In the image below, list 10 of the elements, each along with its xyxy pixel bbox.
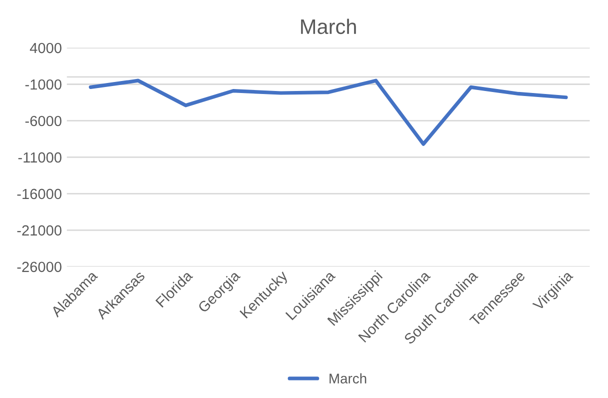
chart-title: March	[301, 18, 356, 34]
y-tick-label: -16000	[17, 188, 62, 200]
y-tick-label: 4000	[30, 42, 62, 54]
y-tick-label: -26000	[17, 262, 62, 272]
y-tick-label: -6000	[25, 116, 62, 126]
y-tick-label: -1000	[25, 79, 62, 90]
line-series	[88, 78, 568, 146]
legend-label: March	[330, 373, 366, 384]
y-tick-label: -21000	[17, 225, 62, 236]
y-tick-label: -11000	[18, 152, 62, 163]
